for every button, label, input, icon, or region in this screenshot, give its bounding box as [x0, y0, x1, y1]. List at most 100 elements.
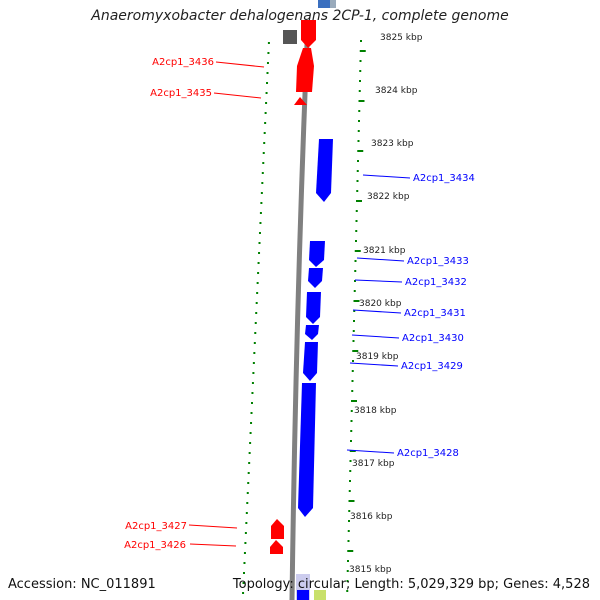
tick-mark [242, 572, 245, 574]
tick-mark [248, 462, 251, 464]
gene-label: A2cp1_3429 [401, 361, 463, 372]
tick-mark [251, 392, 254, 394]
gene-callout-line [352, 309, 402, 314]
tick-mark [356, 200, 362, 202]
tick-mark [259, 212, 262, 214]
gene-label: A2cp1_3427 [125, 521, 187, 532]
tick-mark [346, 570, 349, 572]
tick-mark [253, 342, 256, 344]
tick-mark [347, 550, 354, 552]
gene-arrow [303, 342, 318, 381]
tick-mark [257, 262, 260, 264]
tick-mark [265, 102, 268, 104]
tick-mark [356, 170, 359, 172]
tick-mark [353, 290, 356, 292]
gene-callout-line [189, 543, 237, 547]
tick-mark [351, 370, 354, 372]
gene-arrow [298, 383, 316, 517]
tick-mark [244, 542, 247, 544]
tick-mark [352, 330, 355, 332]
gene-a2cp1-3426: A2cp1_3426 [124, 540, 283, 554]
tick-mark [247, 472, 250, 474]
inner-tick-ring [242, 42, 270, 594]
tick-mark [360, 40, 362, 42]
tick-mark [348, 500, 355, 502]
tick-mark [262, 152, 265, 154]
tick-mark [350, 410, 353, 412]
tick-mark [358, 100, 365, 102]
gene-arrow [271, 519, 284, 539]
scale-label: 3821 kbp [363, 246, 406, 256]
blue-feature-partial [318, 0, 330, 8]
tick-mark [252, 362, 255, 364]
tick-mark [267, 42, 270, 44]
outer-tick-ring [346, 40, 366, 592]
tick-mark [256, 292, 259, 294]
gene-callout-line [354, 279, 403, 283]
scale-label: 3815 kbp [349, 565, 392, 575]
tick-mark [347, 560, 349, 562]
tick-mark [257, 272, 260, 274]
tick-mark [359, 60, 362, 62]
tick-mark [348, 510, 351, 512]
scale-label: 3822 kbp [367, 192, 410, 202]
tick-mark [249, 432, 252, 434]
tick-mark [358, 120, 360, 122]
tick-mark [254, 332, 257, 334]
gene-callout-line [346, 449, 395, 454]
tick-mark [250, 402, 253, 404]
gene-arrow [316, 139, 333, 202]
accession-label: Accession: NC_011891 [8, 577, 156, 592]
tick-mark [252, 372, 255, 374]
tick-mark [258, 232, 261, 234]
genome-title: Anaeromyxobacter dehalogenans 2CP-1, com… [91, 8, 509, 24]
tick-mark [350, 430, 353, 432]
tick-mark [353, 300, 360, 302]
gene-arrow [306, 292, 321, 324]
tick-mark [258, 242, 261, 244]
gene-callout-line [215, 61, 265, 68]
tick-mark [356, 180, 359, 182]
tick-mark [242, 592, 245, 594]
scale-label: 3820 kbp [359, 299, 402, 309]
tick-mark [263, 142, 266, 144]
scale-labels: 3825 kbp 3824 kbp 3823 kbp 3822 kbp 3821 kbp… [349, 33, 423, 575]
tick-mark [348, 490, 351, 492]
tick-mark [256, 282, 259, 284]
grey-feature [283, 30, 297, 44]
gene-callout-line [351, 334, 400, 339]
topology-label: Topology: circular; Length: 5,029,329 bp… [232, 577, 590, 592]
tick-mark [351, 380, 354, 382]
gene-arrow [270, 540, 283, 554]
tick-mark [243, 552, 246, 554]
gene-callout-line [356, 257, 405, 262]
tick-mark [354, 260, 357, 262]
blue-feature-partial-bottom [297, 590, 309, 600]
tick-mark [251, 382, 254, 384]
tick-mark [246, 502, 249, 504]
gene-a2cp1-3434: A2cp1_3434 [316, 139, 475, 202]
tick-mark [354, 280, 356, 282]
tick-mark [247, 482, 250, 484]
tick-mark [261, 182, 264, 184]
gene-arrow [308, 268, 323, 288]
tick-mark [354, 250, 361, 252]
tick-mark [262, 162, 265, 164]
gene-label: A2cp1_3426 [124, 540, 186, 551]
scale-label: 3816 kbp [350, 512, 393, 522]
gene-a2cp1-3432: A2cp1_3432 [308, 268, 467, 288]
scale-label: 3824 kbp [375, 86, 418, 96]
tick-mark [264, 112, 267, 114]
tick-mark [244, 532, 247, 534]
gene-label: A2cp1_3432 [405, 277, 467, 288]
tick-mark [354, 270, 357, 272]
tick-mark [250, 412, 253, 414]
gene-label: A2cp1_3436 [152, 57, 214, 68]
tick-mark [352, 360, 354, 362]
scale-label: 3823 kbp [371, 139, 414, 149]
tick-mark [254, 322, 257, 324]
tick-mark [350, 440, 352, 442]
tick-mark [357, 160, 359, 162]
tick-mark [245, 512, 248, 514]
